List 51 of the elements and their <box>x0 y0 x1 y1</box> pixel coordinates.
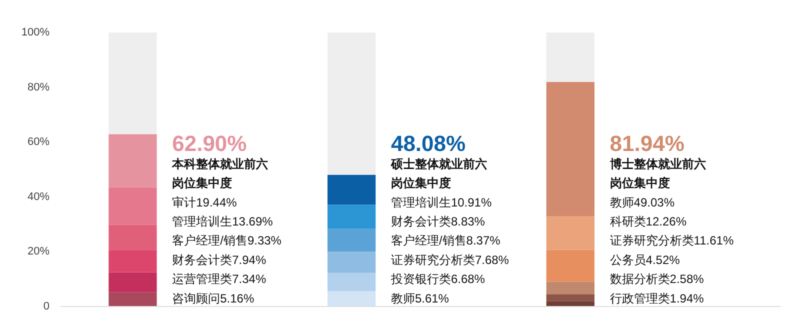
bar <box>327 291 376 306</box>
annotation: 数据分析类2.58% <box>610 272 704 286</box>
bar <box>108 272 157 292</box>
annotation: 投资银行类6.68% <box>390 272 486 286</box>
bar <box>108 250 157 272</box>
annotation: 硕士整体就业前六岗位集中度 <box>390 157 487 190</box>
annotation: 审计19.44% <box>172 195 238 210</box>
bar <box>546 216 594 250</box>
annotation: 客户经理/销售9.33% <box>172 234 282 248</box>
bar <box>546 82 594 216</box>
annotation: 48.08% <box>390 130 466 156</box>
bar <box>327 204 376 229</box>
bar <box>108 224 157 250</box>
annotation: 管理培训生10.91% <box>390 195 492 210</box>
y-tick-label: 40% <box>27 190 50 203</box>
annotation: 财务会计类8.83% <box>390 214 486 229</box>
bar <box>327 228 376 252</box>
annotation: 证券研究分析类7.68% <box>390 252 510 267</box>
bar <box>108 292 157 306</box>
y-tick-label: 20% <box>27 246 50 258</box>
bar <box>546 294 594 302</box>
y-tick-label: 80% <box>27 81 50 94</box>
bar <box>108 32 157 134</box>
bar <box>546 32 594 82</box>
annotation: 管理培训生13.69% <box>172 214 274 229</box>
bar <box>327 272 376 292</box>
annotation: 证券研究分析类11.61% <box>610 234 734 248</box>
bar <box>546 301 594 306</box>
annotation: 咨询顾问5.16% <box>172 291 254 306</box>
annotation: 科研类12.26% <box>610 214 687 229</box>
annotation: 行政管理类1.94% <box>610 291 704 306</box>
annotation: 博士整体就业前六岗位集中度 <box>608 157 706 190</box>
annotation: 公务员4.52% <box>610 252 680 267</box>
bar <box>108 187 157 225</box>
annotation: 62.90% <box>172 130 247 156</box>
annotation: 教师5.61% <box>390 291 450 306</box>
bar <box>108 134 157 188</box>
bar <box>546 282 594 294</box>
annotation: 客户经理/销售8.37% <box>390 234 501 248</box>
y-tick-label: 0 <box>43 300 50 312</box>
bar <box>327 252 376 273</box>
annotation: 81.94% <box>610 130 684 156</box>
bar <box>327 32 376 175</box>
y-tick-label: 100% <box>21 26 50 38</box>
annotation: 本科整体就业前六岗位集中度 <box>171 157 268 190</box>
bar <box>546 250 594 282</box>
annotation: 教师49.03% <box>610 195 675 210</box>
annotation: 财务会计类7.94% <box>172 252 266 267</box>
annotation: 运营管理类7.34% <box>172 272 266 286</box>
bar <box>327 174 376 205</box>
y-tick-label: 60% <box>27 136 50 148</box>
